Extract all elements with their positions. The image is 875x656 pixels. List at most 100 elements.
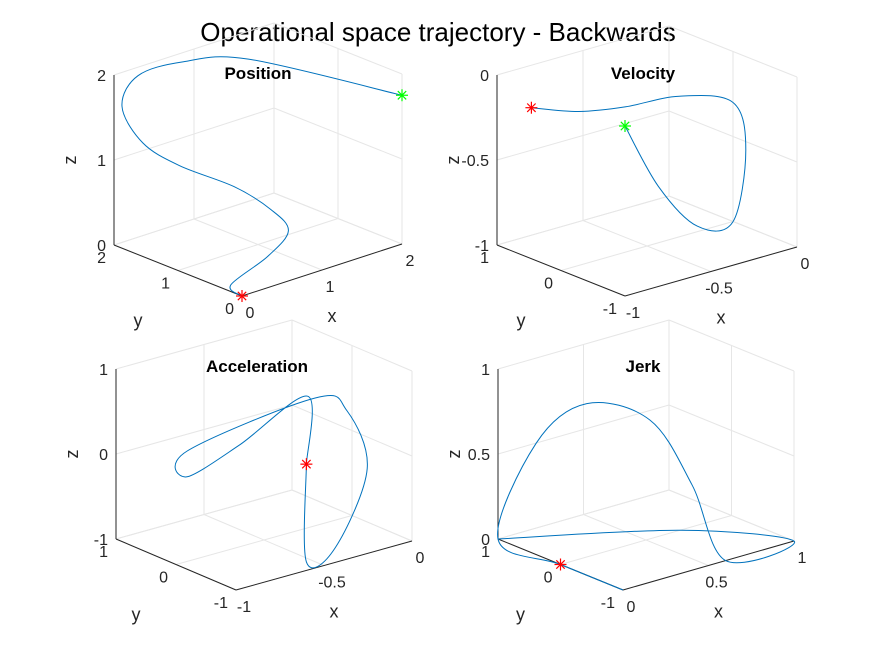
y-tick-label: 1 (161, 276, 170, 293)
z-tick-label: 1 (97, 153, 106, 170)
start-marker (554, 558, 567, 571)
gridline-z (497, 489, 670, 540)
gridline-z (113, 22, 275, 76)
x-tick-label: 0 (801, 256, 810, 273)
z-axis-label: z (60, 156, 80, 165)
start-marker (525, 101, 538, 114)
x-tick-label: 0 (416, 550, 425, 567)
start-marker-stroke (555, 559, 566, 570)
plot-title: Position (224, 64, 291, 83)
y-tick-label: 1 (480, 250, 489, 267)
gridline-z (115, 489, 293, 540)
gridline-z (115, 319, 293, 370)
y-tick-label: -1 (214, 595, 228, 612)
z-tick-label: 2 (97, 68, 106, 85)
x-tick-label: -0.5 (318, 575, 346, 592)
z-tick-label: 1 (99, 362, 108, 379)
start-marker-stroke (301, 459, 312, 469)
x-axis-label: x (330, 602, 339, 622)
plot-title: Acceleration (206, 357, 308, 376)
x-tick-label: 0 (246, 305, 255, 322)
z-tick-label: 0 (480, 68, 489, 85)
gridline-z (273, 192, 403, 245)
x-tick-label: 0.5 (705, 575, 727, 592)
trajectory-line (531, 94, 747, 232)
x-axis-line (624, 246, 798, 297)
z-axis-label: z (444, 450, 464, 459)
y-tick-label: 0 (225, 301, 234, 318)
y-tick-label: 2 (97, 250, 106, 267)
y-tick-label: -1 (603, 301, 617, 318)
y-axis-label: y (132, 605, 141, 625)
trajectory-line (174, 394, 368, 569)
trajectory-line (121, 56, 403, 297)
x-tick-label: -1 (237, 599, 251, 616)
gridline-z (115, 404, 293, 455)
gridline-y (560, 515, 732, 565)
gridline-z (668, 110, 798, 163)
y-tick-label: -1 (601, 595, 615, 612)
gridline-z (668, 319, 795, 372)
end-marker-stroke (397, 90, 407, 100)
z-axis-label: z (443, 156, 463, 165)
gridline-z (668, 25, 798, 78)
x-tick-label: 1 (798, 550, 807, 567)
gridline-z (496, 110, 670, 161)
x-tick-label: -1 (626, 305, 640, 322)
y-tick-label: 1 (481, 544, 490, 561)
gridline-z (496, 25, 670, 76)
y-axis-label: y (517, 311, 526, 331)
y-axis-label: y (516, 605, 525, 625)
x-axis-line (235, 540, 413, 591)
start-marker (236, 290, 248, 302)
gridline-z (668, 489, 795, 542)
gridline-z (273, 22, 403, 75)
x-tick-label: 1 (326, 279, 335, 296)
gridline-z (273, 107, 403, 160)
start-marker (300, 458, 313, 471)
z-tick-label: -0.5 (461, 153, 489, 170)
x-axis-label: x (714, 602, 723, 622)
y-tick-label: 1 (99, 544, 108, 561)
y-axis-line (113, 244, 243, 297)
gridline-z (113, 107, 275, 161)
gridline-z (497, 404, 670, 455)
figure-title: Operational space trajectory - Backwards (200, 17, 675, 47)
z-tick-label: 0 (97, 238, 106, 255)
y-tick-label: 0 (544, 570, 553, 587)
gridline-z (497, 319, 670, 370)
start-marker-stroke (526, 103, 537, 113)
x-axis-line (241, 243, 403, 297)
y-axis-line (115, 538, 237, 591)
x-axis-label: x (717, 308, 726, 328)
z-tick-label: -1 (94, 532, 108, 549)
y-tick-label: 0 (159, 570, 168, 587)
end-marker (396, 89, 408, 102)
gridline-y (175, 515, 353, 565)
z-tick-label: 0 (481, 532, 490, 549)
grid (113, 22, 403, 297)
y-axis-label: y (134, 311, 143, 331)
z-tick-label: -1 (475, 238, 489, 255)
plot-title: Jerk (626, 357, 662, 376)
x-tick-label: 0 (627, 599, 636, 616)
z-axis-label: z (62, 450, 82, 459)
start-marker-stroke (237, 291, 247, 301)
trajectory-line (497, 402, 795, 591)
y-tick-label: 0 (544, 276, 553, 293)
y-axis-line (496, 244, 626, 297)
gridline-y (177, 218, 339, 271)
gridline-z (496, 195, 670, 246)
z-tick-label: 1 (481, 362, 490, 379)
x-axis-label: x (328, 306, 337, 326)
x-axis-line (622, 540, 795, 591)
z-tick-label: 0.5 (468, 447, 490, 464)
x-tick-label: -0.5 (705, 281, 733, 298)
gridline-z (291, 319, 413, 372)
x-tick-label: 2 (406, 253, 415, 270)
